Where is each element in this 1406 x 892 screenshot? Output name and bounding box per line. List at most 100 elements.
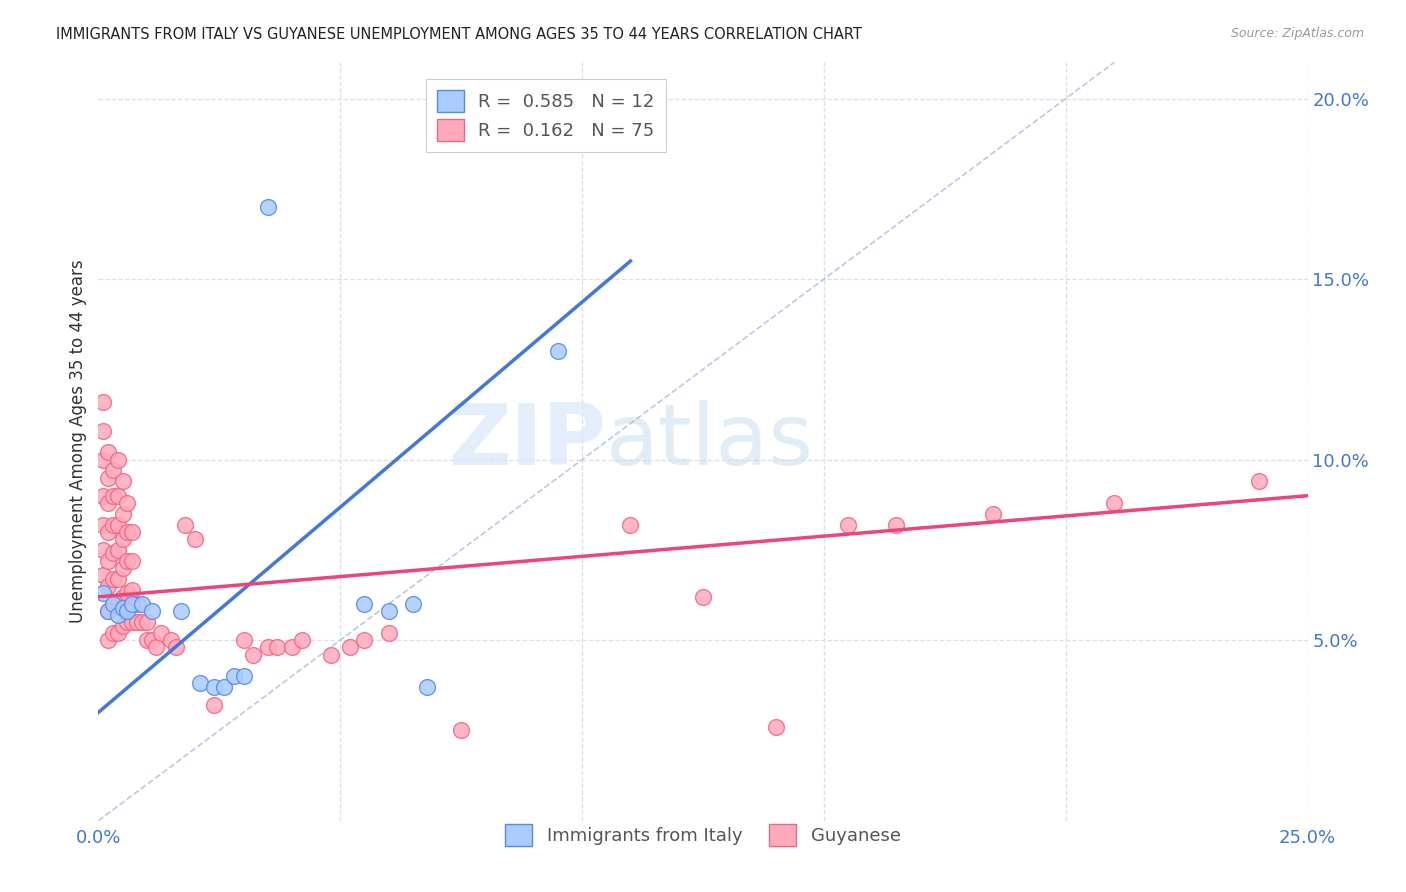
Y-axis label: Unemployment Among Ages 35 to 44 years: Unemployment Among Ages 35 to 44 years — [69, 260, 87, 624]
Point — [101, 572, 124, 586]
Point — [886, 517, 908, 532]
Point — [117, 524, 139, 539]
Point — [121, 554, 143, 568]
Point — [111, 600, 134, 615]
Point — [121, 582, 143, 597]
Point — [91, 542, 114, 557]
Point — [319, 648, 342, 662]
Text: atlas: atlas — [606, 400, 814, 483]
Point — [97, 579, 120, 593]
Point — [97, 604, 120, 618]
Point — [242, 648, 264, 662]
Point — [107, 517, 129, 532]
Point — [91, 394, 114, 409]
Point — [765, 720, 787, 734]
Point — [91, 517, 114, 532]
Point — [135, 633, 157, 648]
Point — [188, 676, 211, 690]
Point — [339, 640, 361, 655]
Point — [101, 517, 124, 532]
Text: ZIP: ZIP — [449, 400, 606, 483]
Point — [353, 633, 375, 648]
Point — [117, 586, 139, 600]
Legend: Immigrants from Italy, Guyanese: Immigrants from Italy, Guyanese — [498, 817, 908, 854]
Point — [131, 615, 153, 629]
Point — [547, 344, 569, 359]
Point — [141, 633, 163, 648]
Point — [97, 445, 120, 459]
Point — [107, 626, 129, 640]
Point — [160, 633, 183, 648]
Point — [127, 597, 149, 611]
Point — [117, 496, 139, 510]
Point — [256, 640, 278, 655]
Point — [150, 626, 173, 640]
Point — [91, 424, 114, 438]
Point — [165, 640, 187, 655]
Point — [184, 532, 207, 546]
Point — [97, 604, 120, 618]
Point — [97, 496, 120, 510]
Point — [692, 590, 714, 604]
Point — [111, 475, 134, 489]
Point — [107, 607, 129, 622]
Text: Source: ZipAtlas.com: Source: ZipAtlas.com — [1230, 27, 1364, 40]
Point — [837, 517, 859, 532]
Point — [127, 615, 149, 629]
Point — [101, 546, 124, 560]
Point — [377, 626, 399, 640]
Point — [222, 669, 245, 683]
Point — [619, 517, 641, 532]
Point — [107, 452, 129, 467]
Point — [266, 640, 288, 655]
Point — [416, 680, 439, 694]
Point — [169, 604, 191, 618]
Point — [107, 489, 129, 503]
Point — [141, 604, 163, 618]
Point — [91, 586, 114, 600]
Point — [101, 597, 124, 611]
Point — [97, 554, 120, 568]
Point — [101, 597, 124, 611]
Point — [232, 669, 254, 683]
Point — [981, 507, 1004, 521]
Point — [107, 572, 129, 586]
Point — [111, 561, 134, 575]
Point — [256, 200, 278, 214]
Point — [117, 554, 139, 568]
Point — [97, 524, 120, 539]
Point — [101, 463, 124, 477]
Point — [101, 626, 124, 640]
Point — [204, 698, 226, 712]
Point — [1102, 496, 1125, 510]
Point — [377, 604, 399, 618]
Point — [281, 640, 304, 655]
Point — [402, 597, 425, 611]
Point — [232, 633, 254, 648]
Point — [101, 489, 124, 503]
Point — [204, 680, 226, 694]
Point — [450, 723, 472, 738]
Point — [174, 517, 197, 532]
Point — [131, 597, 153, 611]
Point — [117, 604, 139, 618]
Point — [111, 590, 134, 604]
Point — [111, 507, 134, 521]
Point — [97, 470, 120, 484]
Point — [353, 597, 375, 611]
Point — [117, 615, 139, 629]
Point — [111, 532, 134, 546]
Point — [97, 633, 120, 648]
Point — [107, 597, 129, 611]
Point — [91, 452, 114, 467]
Point — [121, 524, 143, 539]
Text: IMMIGRANTS FROM ITALY VS GUYANESE UNEMPLOYMENT AMONG AGES 35 TO 44 YEARS CORRELA: IMMIGRANTS FROM ITALY VS GUYANESE UNEMPL… — [56, 27, 862, 42]
Point — [121, 615, 143, 629]
Point — [121, 597, 143, 611]
Point — [111, 618, 134, 632]
Point — [91, 568, 114, 582]
Point — [290, 633, 312, 648]
Point — [145, 640, 167, 655]
Point — [91, 489, 114, 503]
Point — [1249, 475, 1271, 489]
